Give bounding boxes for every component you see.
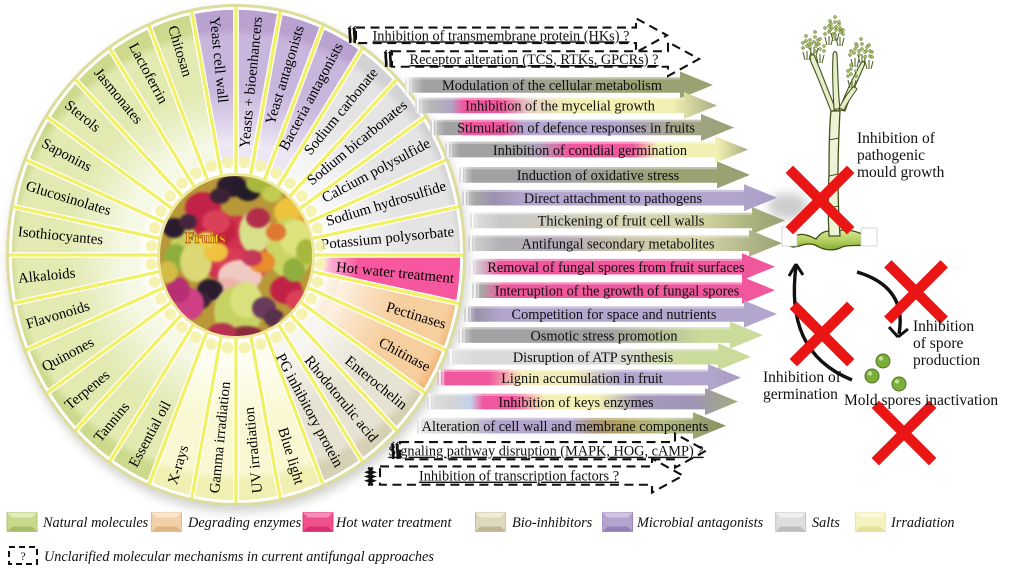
svg-text:Inhibition of transmembrane pr: Inhibition of transmembrane protein (HKs… bbox=[373, 28, 630, 44]
svg-text:Hot water treatment: Hot water treatment bbox=[335, 515, 452, 531]
svg-text:Interruption of the growth of: Interruption of the growth of fungal spo… bbox=[495, 283, 740, 299]
svg-text:Degrading enzymes: Degrading enzymes bbox=[187, 515, 302, 531]
svg-text:Disruption of ATP synthesis: Disruption of ATP synthesis bbox=[513, 350, 674, 366]
svg-text:Signaling pathway disruption (: Signaling pathway disruption (MAPK, HOG,… bbox=[388, 444, 703, 460]
svg-text:Salts: Salts bbox=[812, 515, 840, 531]
svg-text:Alkaloids: Alkaloids bbox=[17, 265, 76, 287]
svg-text:Antifungal secondary metabolit: Antifungal secondary metabolites bbox=[522, 236, 715, 252]
svg-text:Inhibition of the mycelial gro: Inhibition of the mycelial growth bbox=[465, 99, 655, 115]
svg-text:Mold spores inactivation: Mold spores inactivation bbox=[844, 392, 998, 409]
svg-text:Microbial antagonists: Microbial antagonists bbox=[636, 515, 764, 531]
svg-text:Fruits: Fruits bbox=[185, 230, 225, 247]
svg-text:Natural molecules: Natural molecules bbox=[42, 515, 149, 531]
svg-text:Induction of oxidative stress: Induction of oxidative stress bbox=[517, 168, 680, 184]
svg-text:Osmotic stress promotion: Osmotic stress promotion bbox=[531, 328, 678, 344]
svg-text:Thickening of fruit cell walls: Thickening of fruit cell walls bbox=[538, 214, 705, 230]
svg-text:Unclarified molecular mechanis: Unclarified molecular mechanisms in curr… bbox=[44, 549, 434, 565]
svg-text:Direct attachment to pathogens: Direct attachment to pathogens bbox=[524, 191, 703, 207]
svg-text:Alteration of cell wall and me: Alteration of cell wall and membrane com… bbox=[422, 419, 709, 435]
svg-text:Bio-inhibitors: Bio-inhibitors bbox=[512, 515, 593, 531]
svg-text:Competition for space and nutr: Competition for space and nutrients bbox=[512, 307, 717, 323]
svg-text:Lignin accumulation in fruit: Lignin accumulation in fruit bbox=[501, 371, 663, 387]
svg-text:Removal of fungal spores from: Removal of fungal spores from fruit surf… bbox=[487, 260, 745, 276]
svg-text:Modulation of the cellular met: Modulation of the cellular metabolism bbox=[442, 78, 662, 94]
svg-text:Inhibition of conidial germina: Inhibition of conidial germination bbox=[493, 143, 687, 159]
svg-text:Receptor alteration (TCS, RTKs: Receptor alteration (TCS, RTKs, GPCRs) ? bbox=[410, 52, 659, 68]
svg-text:Inhibition of transcription fa: Inhibition of transcription factors ? bbox=[419, 469, 619, 485]
svg-text:?: ? bbox=[20, 549, 25, 563]
svg-text:Stimulation of defence respons: Stimulation of defence responses in frui… bbox=[457, 121, 695, 137]
svg-text:Inhibition of keys enzymes: Inhibition of keys enzymes bbox=[498, 395, 654, 411]
svg-text:Irradiation: Irradiation bbox=[890, 515, 955, 531]
